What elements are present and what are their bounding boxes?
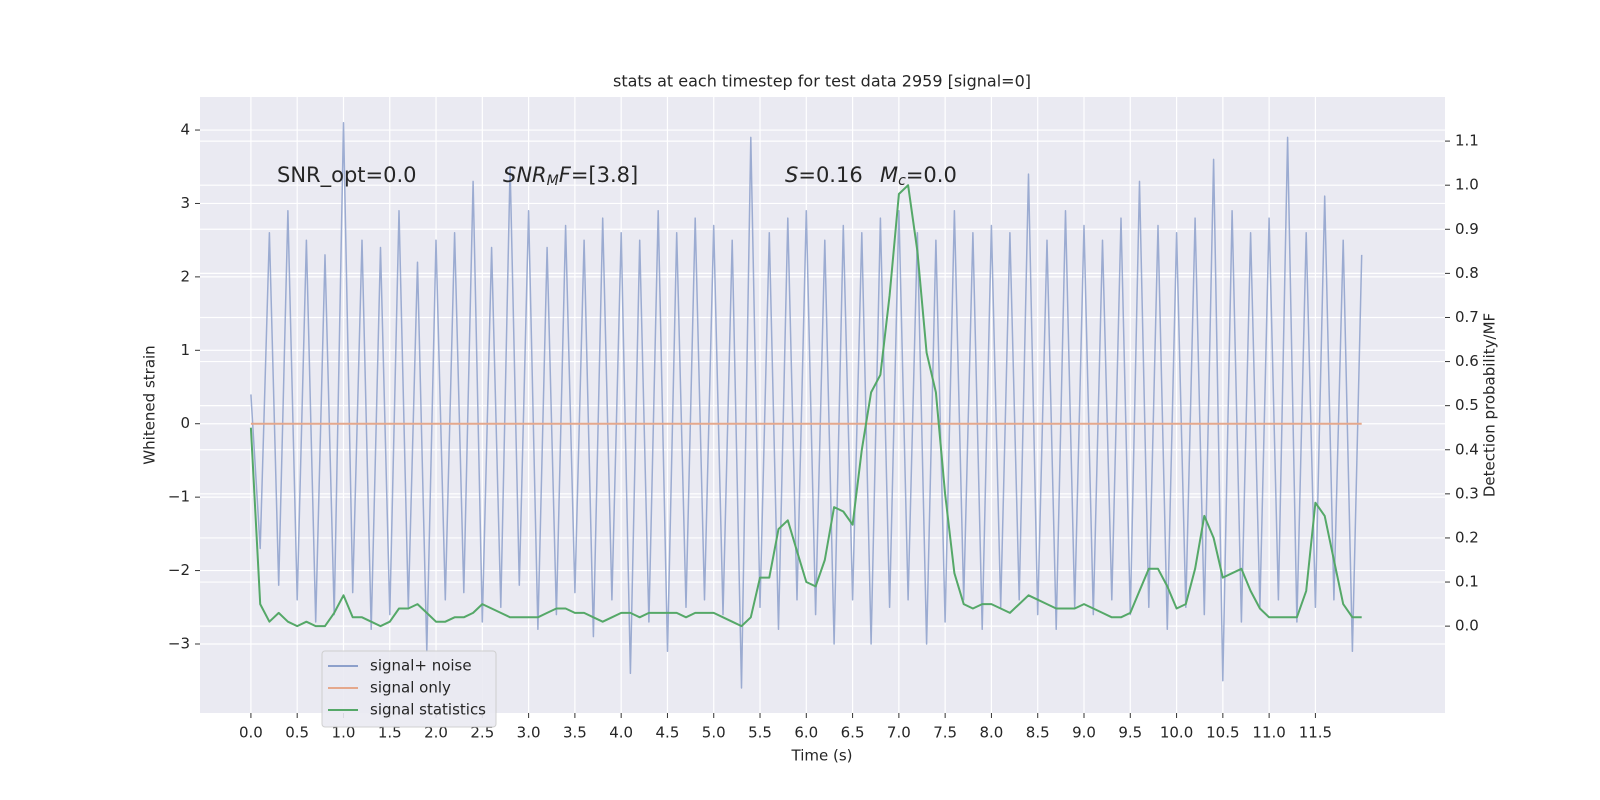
y2-tick-label: 0.2	[1455, 528, 1479, 546]
annotation-part: F	[559, 163, 572, 187]
y-tick-label: 1	[180, 341, 190, 359]
y-tick-label: −1	[168, 488, 190, 506]
x-tick-label: 5.0	[702, 724, 726, 742]
x-tick-label: 7.0	[887, 724, 911, 742]
series-line	[249, 184, 1362, 628]
y2-tick-label: 1.0	[1455, 176, 1479, 194]
y2-tick-label: 0.1	[1455, 573, 1479, 591]
plot-background	[200, 97, 1445, 713]
x-tick-label: 8.5	[1026, 724, 1050, 742]
legend-box	[321, 650, 497, 728]
y2-axis-label: Detection probability/MF	[1481, 313, 1499, 497]
annotation-part: =[3.8]	[571, 163, 638, 187]
annotation: S=0.16	[785, 163, 863, 187]
x-tick-label: 4.5	[656, 724, 680, 742]
y2-tick-label: 0.7	[1455, 308, 1479, 326]
x-tick-label: 4.0	[609, 724, 633, 742]
y2-tick-label: 0.5	[1455, 396, 1479, 414]
x-tick-label: 5.5	[748, 724, 772, 742]
x-tick-label: 0.5	[285, 724, 309, 742]
x-tick-label: 8.0	[980, 724, 1004, 742]
x-tick-label: 2.5	[470, 724, 494, 742]
y-axis-label: Whitened strain	[141, 345, 159, 464]
y2-tick-label: 0.8	[1455, 264, 1479, 282]
y2-tick-label: 0.4	[1455, 440, 1479, 458]
x-tick-label: 9.5	[1118, 724, 1142, 742]
y-tick-label: −2	[168, 561, 190, 579]
annotation-part: c	[898, 173, 906, 189]
y2-tick-label: 0.0	[1455, 617, 1479, 635]
x-tick-label: 2.0	[424, 724, 448, 742]
y-tick-label: −3	[168, 634, 190, 652]
chart-title: stats at each timestep for test data 295…	[613, 72, 1031, 91]
x-tick-label: 9.0	[1072, 724, 1096, 742]
y2-tick-label: 0.9	[1455, 220, 1479, 238]
x-tick-label: 6.0	[794, 724, 818, 742]
y2-tick-label: 1.1	[1455, 132, 1479, 150]
series-line	[250, 121, 1363, 689]
x-tick-label: 3.0	[517, 724, 541, 742]
annotation-part: =0.16	[798, 163, 862, 187]
grid	[200, 97, 1445, 713]
y-tick-label: 4	[180, 121, 190, 139]
x-tick-label: 11.5	[1299, 724, 1332, 742]
x-tick-label: 10.5	[1206, 724, 1239, 742]
x-tick-label: 1.5	[378, 724, 402, 742]
x-tick-label: 10.0	[1160, 724, 1193, 742]
x-tick-label: 11.0	[1252, 724, 1285, 742]
legend-label: signal only	[370, 679, 451, 697]
y-tick-label: 0	[180, 414, 190, 432]
y2-tick-label: 0.3	[1455, 484, 1479, 502]
x-tick-label: 0.0	[239, 724, 263, 742]
annotation-part: M	[880, 163, 898, 187]
legend-label: signal statistics	[370, 701, 486, 719]
x-tick-label: 1.0	[332, 724, 356, 742]
y2-tick-label: 0.6	[1455, 352, 1479, 370]
annotation-part: SNR	[503, 163, 547, 187]
legend-label: signal+ noise	[370, 657, 472, 675]
annotation-part: M	[547, 173, 559, 189]
annotation-part: SNR_opt=0.0	[277, 163, 417, 188]
annotation-part: S	[785, 163, 798, 187]
annotation: Mc=0.0	[880, 163, 957, 189]
y-tick-label: 3	[180, 194, 190, 212]
annotation-part: =0.0	[906, 163, 957, 187]
x-tick-label: 7.5	[933, 724, 957, 742]
annotation: SNRMF=[3.8]	[503, 163, 638, 189]
annotation: SNR_opt=0.0	[277, 163, 417, 188]
x-tick-label: 6.5	[841, 724, 865, 742]
x-axis-label: Time (s)	[791, 747, 853, 765]
y-tick-label: 2	[180, 267, 190, 285]
x-tick-label: 3.5	[563, 724, 587, 742]
